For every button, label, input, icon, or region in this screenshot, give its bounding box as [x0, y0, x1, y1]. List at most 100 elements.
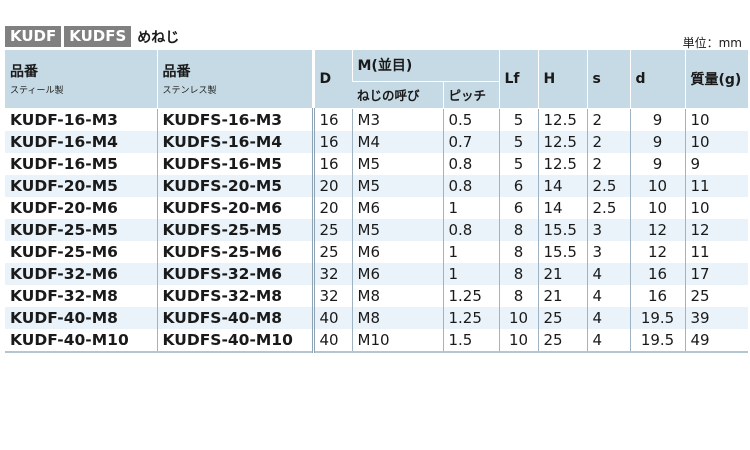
cell-M-name: M8: [351, 284, 443, 307]
cell-part-steel: KUDF-32-M6: [5, 262, 157, 285]
table-row: KUDF-32-M8 KUDFS-32-M8 32 M8 1.25 8 21 4 16 25: [5, 284, 749, 307]
cell-M-name: M6: [351, 240, 443, 263]
cell-part-stainless: KUDFS-25-M5: [156, 218, 313, 241]
cell-H: 21: [537, 262, 588, 285]
cell-s: 2.5: [586, 196, 631, 219]
header-M-name: ねじの呼び: [352, 81, 443, 109]
cell-H: 15.5: [537, 240, 588, 263]
cell-pitch: 1.25: [442, 306, 500, 329]
cell-D: 32: [311, 262, 352, 285]
cell-mass: 10: [684, 196, 749, 219]
cell-d: 10: [629, 174, 686, 197]
cell-Lf: 6: [498, 174, 539, 197]
cell-Lf: 10: [498, 328, 539, 353]
cell-part-stainless: KUDFS-20-M5: [156, 174, 313, 197]
cell-d: 19.5: [629, 306, 686, 329]
header-pitch: ピッチ: [442, 81, 500, 109]
cell-mass: 17: [684, 262, 749, 285]
cell-s: 4: [586, 284, 631, 307]
cell-mass: 49: [684, 328, 749, 353]
header-Lf: Lf: [498, 50, 539, 109]
cell-s: 2: [586, 152, 631, 175]
cell-part-steel: KUDF-25-M6: [10, 242, 118, 261]
cell-D: 25: [311, 240, 352, 263]
cell-s: 3: [586, 218, 631, 241]
cell-part-stainless: KUDFS-40-M10: [156, 328, 313, 353]
cell-mass: 9: [684, 152, 749, 175]
cell-mass: 12: [684, 218, 749, 241]
cell-M-name: M8: [351, 306, 443, 329]
cell-Lf: 5: [498, 130, 539, 153]
cell-M-name: M6: [351, 196, 443, 219]
cell-H: 12.5: [537, 130, 588, 153]
cell-M-name: M5: [351, 218, 443, 241]
cell-s: 3: [586, 240, 631, 263]
cell-Lf: 8: [498, 240, 539, 263]
cell-d: 9: [629, 130, 686, 153]
cell-H: 25: [537, 306, 588, 329]
cell-M-name: M3: [351, 108, 443, 131]
cell-D: 32: [311, 284, 352, 307]
cell-Lf: 8: [498, 218, 539, 241]
cell-mass: 11: [684, 240, 749, 263]
cell-Lf: 5: [498, 152, 539, 175]
header-d: d: [629, 50, 686, 109]
cell-pitch: 1.25: [442, 284, 500, 307]
table-row: KUDF-20-M5 KUDFS-20-M5 20 M5 0.8 6 14 2.5 10 11: [5, 174, 749, 197]
cell-part-steel: KUDF-40-M8: [5, 306, 157, 329]
cell-part-stainless: KUDFS-40-M8: [156, 306, 313, 329]
cell-pitch: 0.8: [442, 152, 500, 175]
cell-pitch: 0.5: [442, 108, 500, 131]
cell-part-steel: KUDF-20-M5: [5, 174, 157, 197]
cell-M-name: M5: [351, 152, 443, 175]
cell-pitch: 1: [442, 262, 500, 285]
table-row: KUDF-40-M8 KUDFS-40-M8 40 M8 1.25 10 25 4 19.5 39: [5, 306, 749, 329]
cell-d: 16: [629, 284, 686, 307]
cell-H: 21: [537, 284, 588, 307]
cell-pitch: 1.5: [442, 328, 500, 353]
header-part-steel: 品番 スティール製: [5, 50, 157, 109]
cell-D: 20: [311, 196, 352, 219]
cell-part-stainless: KUDFS-32-M6: [156, 262, 313, 285]
table-row: KUDF-16-M4 KUDFS-16-M4 16 M4 0.7 5 12.5 2 9 10: [5, 130, 749, 153]
cell-H: 12.5: [537, 152, 588, 175]
cell-M-name: M5: [351, 174, 443, 197]
cell-s: 4: [586, 328, 631, 353]
cell-s: 2: [586, 130, 631, 153]
cell-mass: 10: [684, 108, 749, 131]
cell-mass: 11: [684, 174, 749, 197]
cell-pitch: 0.8: [442, 218, 500, 241]
cell-part-stainless: KUDFS-16-M3: [156, 108, 313, 131]
table-row: KUDF-25-M5 KUDFS-25-M5 25 M5 0.8 8 15.5 3 12 12: [5, 218, 749, 241]
cell-D: 16: [311, 130, 352, 153]
table-row: KUDF-16-M5 KUDFS-16-M5 16 M5 0.8 5 12.5 2 9 9: [5, 152, 749, 175]
cell-part-steel: KUDF-32-M8: [10, 286, 118, 305]
cell-H: 15.5: [537, 218, 588, 241]
cell-s: 2.5: [586, 174, 631, 197]
cell-pitch: 0.7: [442, 130, 500, 153]
cell-Lf: 5: [498, 108, 539, 131]
cell-M-name: M10: [351, 328, 443, 353]
cell-H: 25: [537, 328, 588, 353]
cell-part-steel: KUDF-16-M5: [10, 154, 118, 173]
cell-M-name: M4: [351, 130, 443, 153]
cell-part-stainless: KUDFS-20-M6: [156, 196, 313, 219]
cell-d: 9: [629, 108, 686, 131]
cell-s: 2: [586, 108, 631, 131]
cell-part-stainless: KUDFS-16-M5: [156, 152, 313, 175]
cell-D: 20: [311, 174, 352, 197]
cell-H: 12.5: [537, 108, 588, 131]
unit-label: 単位：mm: [682, 36, 742, 50]
cell-part-steel: KUDF-40-M10: [5, 328, 157, 353]
cell-d: 12: [629, 240, 686, 263]
cell-Lf: 6: [498, 196, 539, 219]
cell-mass: 10: [684, 130, 749, 153]
series-title: KUDF KUDFS めねじ: [5, 26, 179, 47]
cell-Lf: 8: [498, 262, 539, 285]
cell-mass: 25: [684, 284, 749, 307]
cell-part-steel: KUDF-20-M6: [10, 198, 118, 217]
cell-mass: 39: [684, 306, 749, 329]
cell-D: 16: [311, 108, 352, 131]
cell-part-stainless: KUDFS-16-M4: [156, 130, 313, 153]
table-row: KUDF-25-M6 KUDFS-25-M6 25 M6 1 8 15.5 3 12 11: [5, 240, 749, 263]
